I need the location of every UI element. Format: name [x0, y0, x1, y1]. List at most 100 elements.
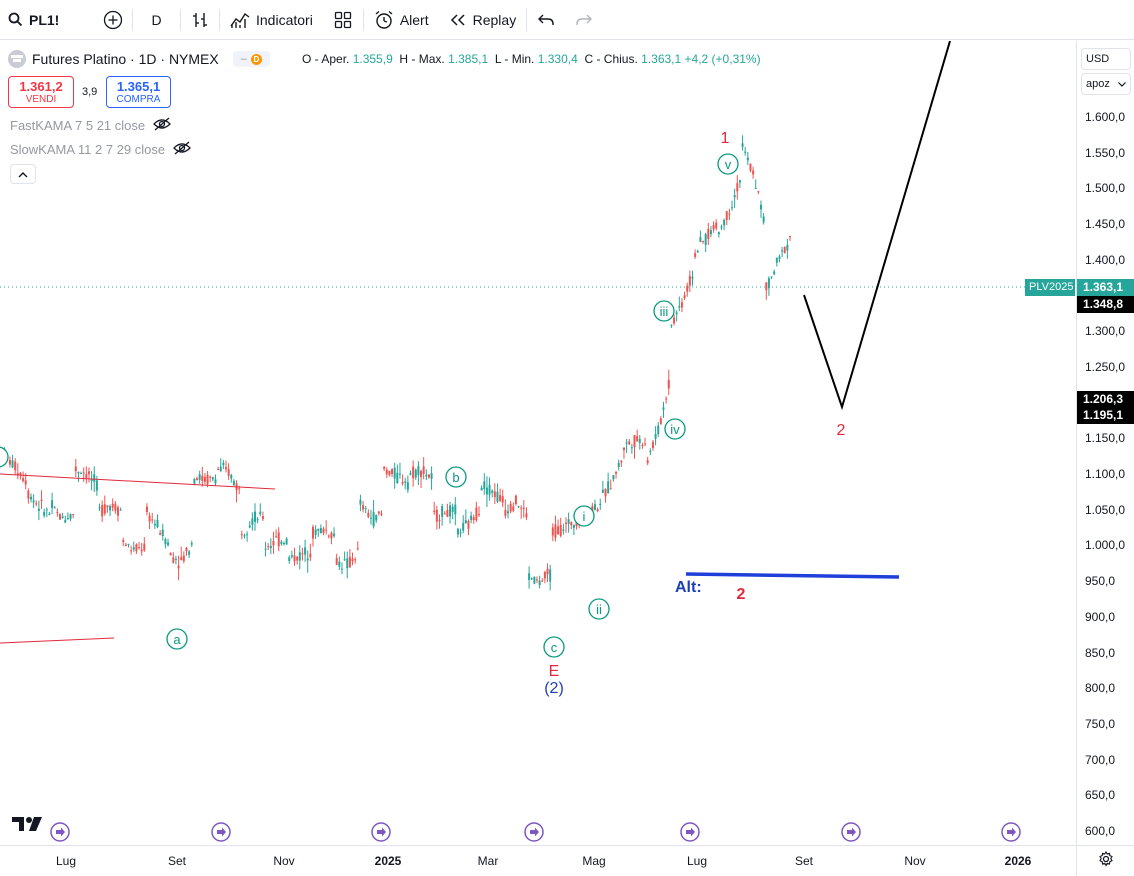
candle-body	[151, 519, 154, 521]
candle-body	[617, 462, 620, 467]
candle-body	[567, 519, 570, 524]
collapse-legend-button[interactable]	[10, 164, 36, 184]
wave-label-a-text: a	[173, 632, 181, 647]
wave-label-2-target[interactable]: 2	[837, 422, 846, 439]
price-tick: 1.300,0	[1085, 324, 1126, 339]
candle-body	[219, 466, 222, 471]
exchange-logo-icon	[8, 50, 26, 68]
data-delay-badge[interactable]: – D	[232, 51, 270, 67]
candle-body	[551, 527, 554, 536]
candle-body	[14, 461, 17, 471]
candle-body	[446, 509, 449, 517]
projection-path[interactable]	[803, 41, 951, 411]
undo-button[interactable]	[527, 0, 565, 40]
low-label: L - Min.	[494, 52, 535, 66]
wave-label-c[interactable]: c	[543, 636, 565, 658]
candle-body	[754, 187, 757, 189]
wave-label-b[interactable]: b	[445, 466, 467, 488]
wave-label-2-primary[interactable]: (2)	[544, 680, 564, 697]
candle-body	[177, 565, 180, 569]
candle-body	[109, 506, 112, 511]
scale-mode-select[interactable]: apoz	[1081, 73, 1131, 95]
alt-support-line[interactable]	[685, 572, 900, 579]
sell-button[interactable]: 1.361,2 VENDI	[8, 76, 74, 108]
replay-button[interactable]: Replay	[439, 0, 527, 40]
event-marker-icon[interactable]	[50, 822, 70, 842]
candle-body	[443, 513, 446, 515]
candles-layer	[1, 135, 791, 591]
templates-button[interactable]	[323, 0, 363, 40]
candle-body	[203, 476, 206, 482]
candle-body	[712, 224, 715, 230]
rewind-icon	[449, 13, 467, 27]
candle-body	[459, 532, 462, 534]
wave-label-i[interactable]: i	[573, 505, 595, 527]
candle-body	[132, 547, 135, 550]
close-value: 1.363,1	[641, 52, 682, 66]
wave-label-v[interactable]: v	[717, 153, 739, 175]
alert-button[interactable]: Alert	[364, 0, 439, 40]
chart-settings-button[interactable]	[1076, 845, 1134, 876]
wave-label-iii[interactable]: iii	[653, 300, 675, 322]
interval-button[interactable]: D	[133, 0, 180, 40]
wave-label-a[interactable]: a	[166, 628, 188, 650]
event-marker-icon[interactable]	[680, 822, 700, 842]
candle-body	[214, 479, 217, 484]
chart-type-button[interactable]	[181, 0, 219, 40]
compare-symbol-button[interactable]	[94, 0, 132, 40]
symbol-search-button[interactable]: PL1!	[0, 0, 94, 40]
eye-hidden-icon[interactable]	[173, 141, 192, 158]
event-marker-icon[interactable]	[1001, 822, 1021, 842]
event-marker-icon[interactable]	[211, 822, 231, 842]
redo-button[interactable]	[565, 0, 603, 40]
candle-body	[720, 226, 723, 228]
candle-body	[728, 213, 731, 215]
indicator-slowkama[interactable]: SlowKAMA 11 2 7 29 close	[10, 141, 192, 158]
time-axis[interactable]: Lug Set Nov 2025 Mar Mag Lug Set Nov 202…	[0, 845, 1076, 876]
candle-body	[333, 533, 336, 537]
candle-body	[630, 447, 633, 449]
buy-price: 1.365,1	[116, 79, 161, 94]
alt-label[interactable]: Alt:	[675, 579, 702, 596]
eye-hidden-icon[interactable]	[153, 117, 172, 134]
toolbar-divider	[362, 8, 364, 31]
time-tick: 2026	[1004, 854, 1032, 868]
currency-select[interactable]: USD	[1081, 48, 1131, 70]
price-chart[interactable]: a b c E (2) i ii	[0, 41, 1076, 845]
event-marker-icon[interactable]	[371, 822, 391, 842]
indicator-fastkama[interactable]: FastKAMA 7 5 21 close	[10, 117, 172, 134]
candle-body	[190, 543, 193, 545]
upper-trendline[interactable]	[0, 473, 276, 490]
price-tag-1195: 1.195,1	[1077, 407, 1134, 424]
candle-body	[709, 230, 712, 235]
wave-label-1[interactable]: 1	[721, 130, 730, 147]
indicators-button[interactable]: Indicatori	[220, 0, 323, 40]
price-axis[interactable]: USD apoz 1.600,0 1.550,0 1.500,0 1.450,0 1.4…	[1025, 41, 1134, 845]
chart-pane[interactable]: a b c E (2) i ii	[0, 41, 1076, 845]
candle-body	[37, 508, 40, 511]
lower-trendline[interactable]	[0, 637, 115, 644]
legend-title[interactable]: Futures Platino · 1D · NYMEX	[32, 51, 219, 67]
candle-body	[282, 542, 285, 544]
candle-body	[338, 561, 341, 567]
wave-label-E[interactable]: E	[549, 663, 560, 680]
buy-button[interactable]: 1.365,1 COMPRA	[106, 76, 171, 108]
candle-body	[272, 540, 275, 546]
candle-body	[40, 499, 43, 501]
tradingview-logo-icon[interactable]	[12, 815, 44, 838]
event-marker-icon[interactable]	[841, 822, 861, 842]
candle-body	[364, 508, 367, 510]
wave-label-ii[interactable]: ii	[588, 598, 610, 620]
candle-body	[138, 547, 141, 549]
candle-body	[707, 228, 710, 239]
wave-label-iv[interactable]: iv	[664, 418, 686, 440]
candle-body	[248, 525, 251, 528]
candle-body	[770, 276, 773, 278]
candle-body	[678, 306, 681, 308]
candle-body	[683, 295, 686, 299]
wave-label-v-text: v	[725, 157, 732, 172]
alt-wave-label-2[interactable]: 2	[737, 586, 746, 603]
wave-label-left-circle[interactable]	[0, 446, 9, 468]
indicator-slowkama-label: SlowKAMA 11 2 7 29 close	[10, 142, 166, 157]
event-marker-icon[interactable]	[524, 822, 544, 842]
